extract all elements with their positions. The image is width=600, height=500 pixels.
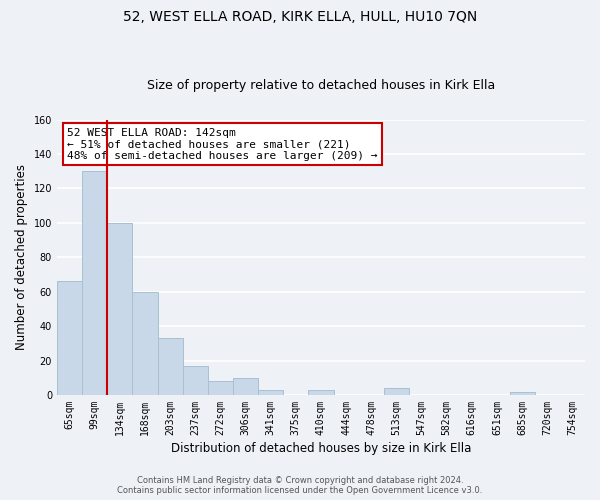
Bar (158, 338, 182, 395)
Bar (133, 292, 158, 395)
Bar (233, 378, 258, 395)
Bar (82, 171, 107, 395)
X-axis label: Distribution of detached houses by size in Kirk Ella: Distribution of detached houses by size … (171, 442, 471, 455)
Bar (182, 366, 208, 395)
Bar (384, 388, 409, 395)
Bar (509, 392, 535, 395)
Bar (258, 390, 283, 395)
Text: 52, WEST ELLA ROAD, KIRK ELLA, HULL, HU10 7QN: 52, WEST ELLA ROAD, KIRK ELLA, HULL, HU1… (123, 10, 477, 24)
Bar (107, 223, 133, 395)
Text: 52 WEST ELLA ROAD: 142sqm
← 51% of detached houses are smaller (221)
48% of semi: 52 WEST ELLA ROAD: 142sqm ← 51% of detac… (67, 128, 378, 161)
Text: Contains HM Land Registry data © Crown copyright and database right 2024.
Contai: Contains HM Land Registry data © Crown c… (118, 476, 482, 495)
Bar (308, 390, 334, 395)
Y-axis label: Number of detached properties: Number of detached properties (15, 164, 28, 350)
Bar (208, 381, 233, 395)
Bar (57, 282, 82, 395)
Title: Size of property relative to detached houses in Kirk Ella: Size of property relative to detached ho… (147, 79, 495, 92)
